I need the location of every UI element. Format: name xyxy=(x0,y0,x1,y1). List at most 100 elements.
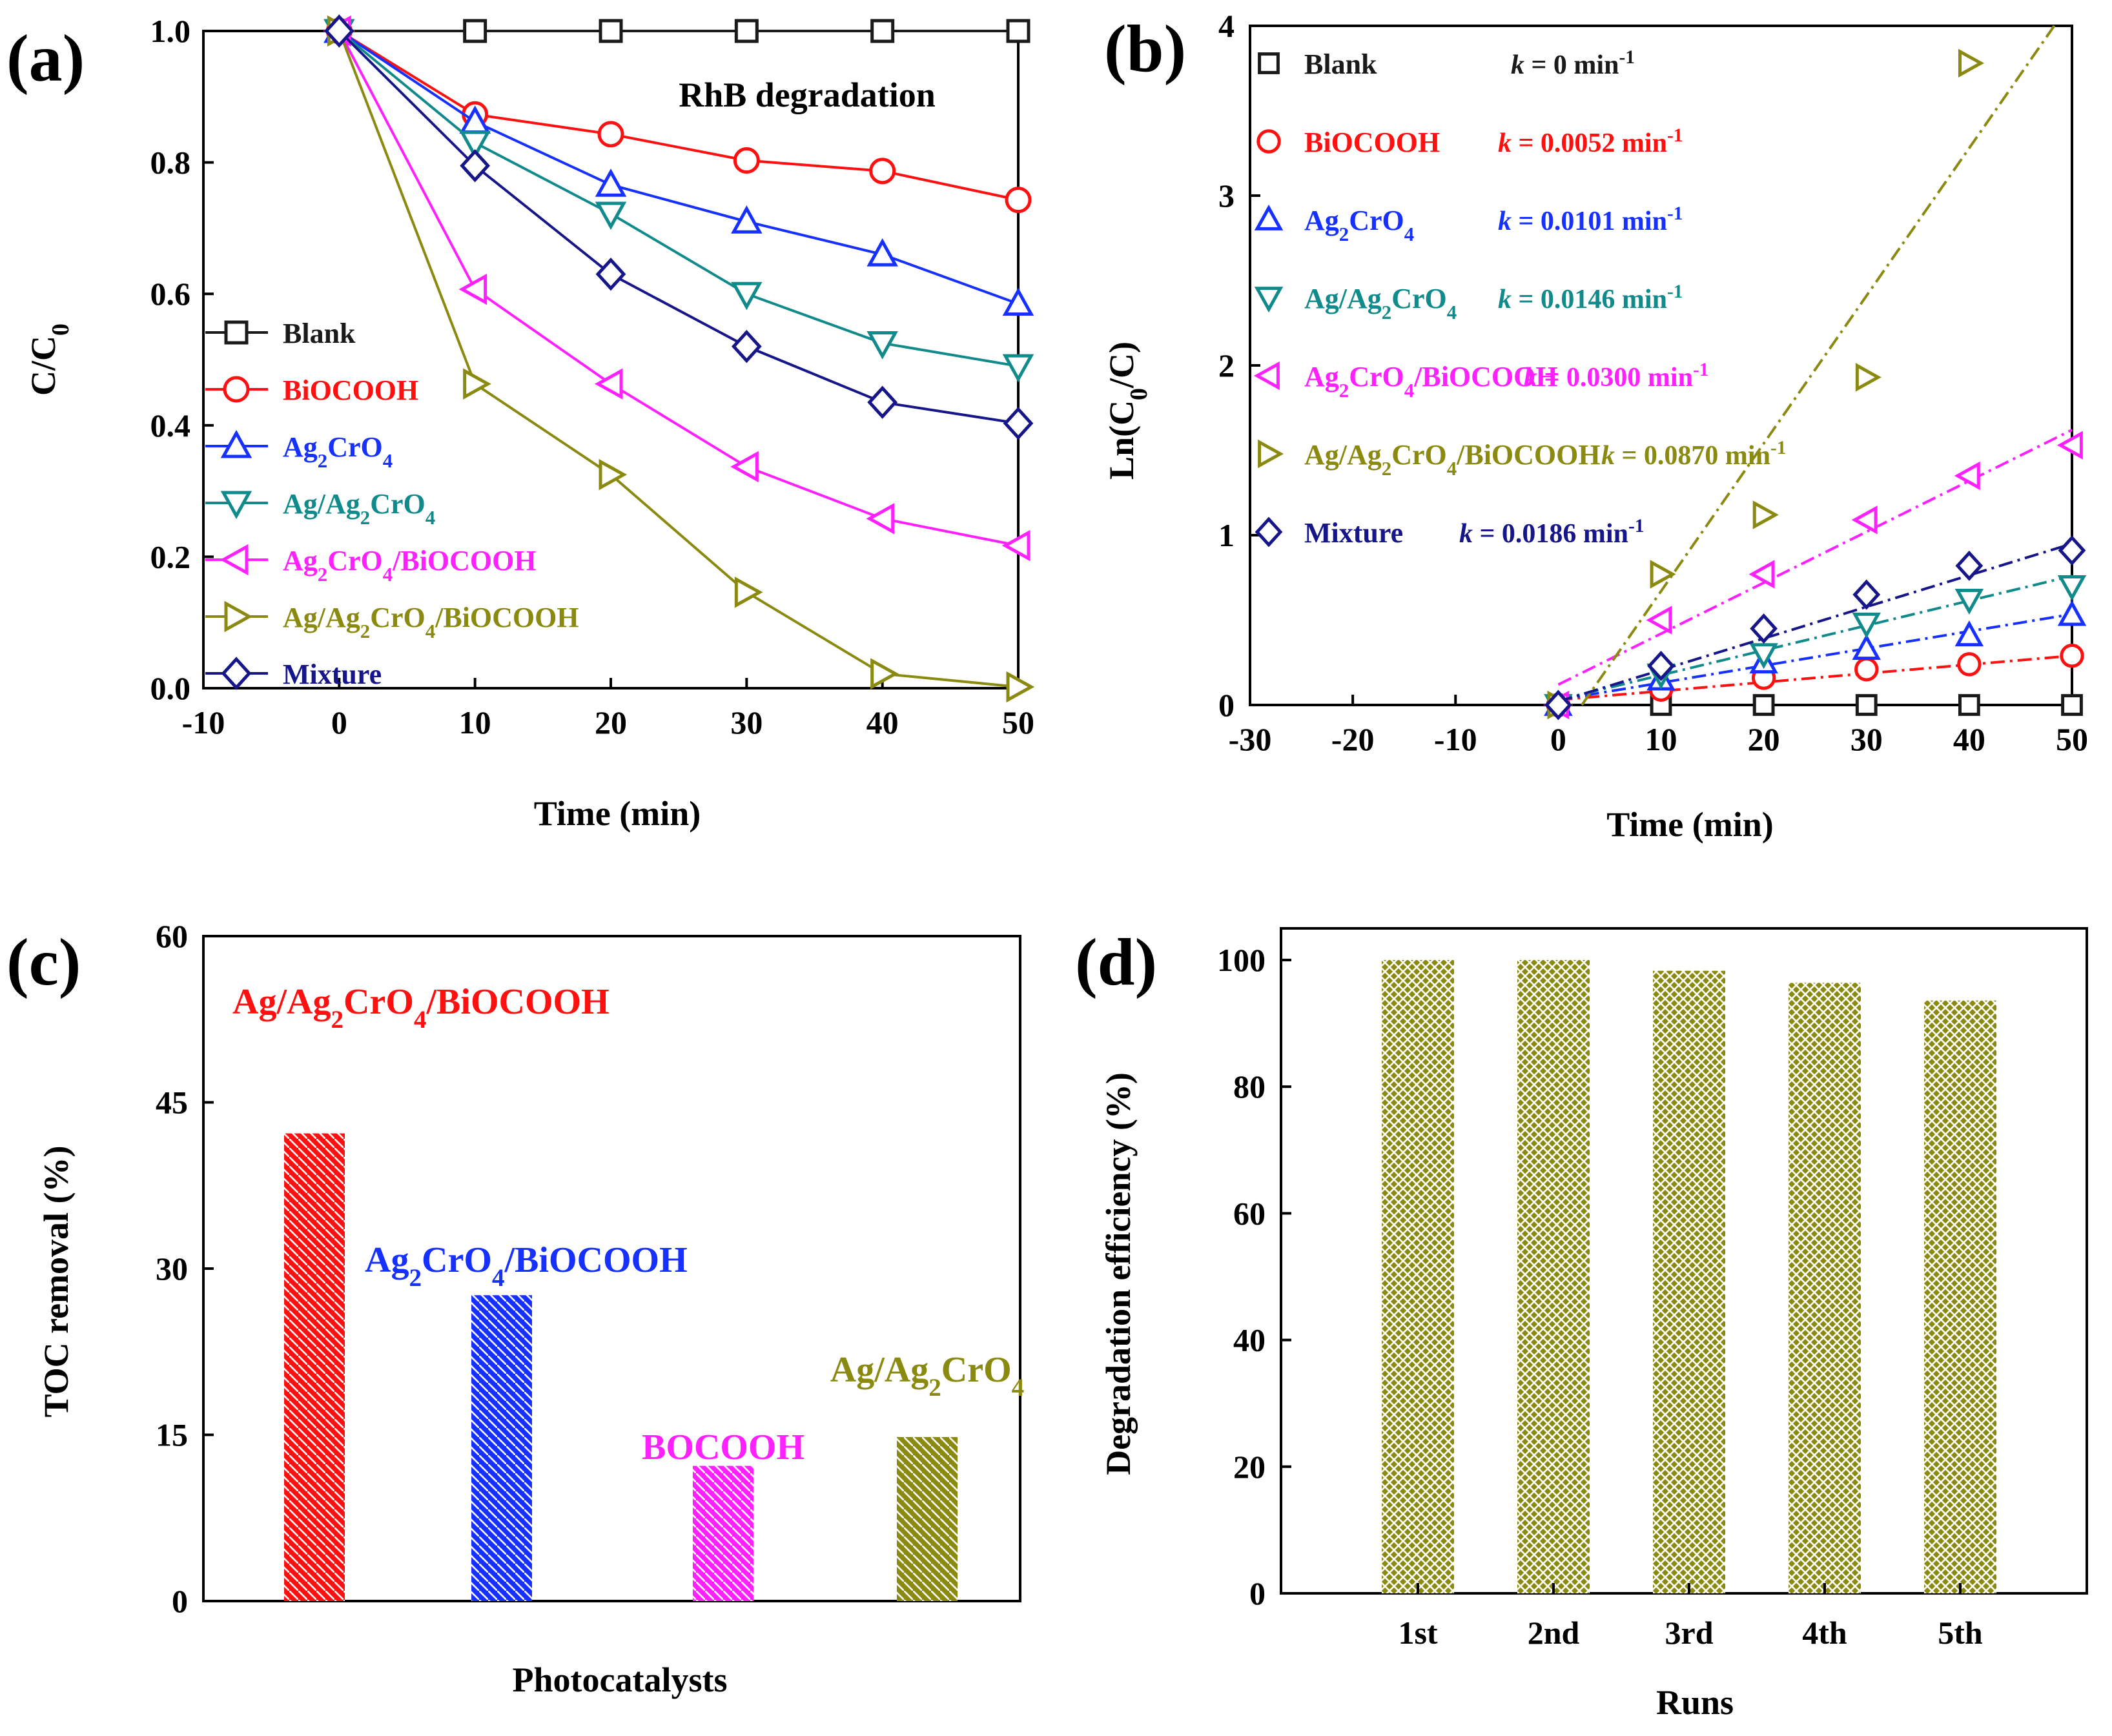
bar-label: Ag/Ag2CrO4 xyxy=(830,1350,1025,1402)
data-point xyxy=(869,158,896,185)
series-line xyxy=(338,30,1019,305)
data-point xyxy=(1954,589,1984,615)
chart-c: (c) 0 15 30 45 60 Photocatalysts TOC removal (… xyxy=(6,918,1025,1699)
legend-label: Ag/Ag2CrO4 xyxy=(283,488,435,529)
y-tick-label: 15 xyxy=(156,1417,188,1453)
fit-line xyxy=(1558,613,2073,702)
x-axis-label: Time (min) xyxy=(534,794,701,833)
panel-label-a: (a) xyxy=(6,21,85,96)
fit-line xyxy=(1557,542,2073,703)
chart-title: RhB degradation xyxy=(679,76,936,114)
x-tick-label: 5th xyxy=(1938,1615,1983,1651)
x-axis-label: Time (min) xyxy=(1606,805,1773,844)
x-tick-label: 3rd xyxy=(1665,1615,1714,1651)
data-point xyxy=(730,451,759,483)
y-axis-label: Ln(C0/C) xyxy=(1102,342,1153,480)
data-point xyxy=(1749,643,1778,669)
legend-label: Ag2CrO4 xyxy=(283,431,393,472)
series-line xyxy=(338,30,1019,547)
legend-marker xyxy=(1258,52,1280,74)
data-point xyxy=(1958,694,1980,716)
data-point xyxy=(1544,689,1572,720)
data-point xyxy=(1852,579,1881,610)
data-point xyxy=(595,201,627,230)
bar xyxy=(1517,960,1590,1593)
data-point xyxy=(1006,19,1030,43)
rate-constant-label: k = 0.0870 min-1 xyxy=(1601,438,1786,471)
data-point xyxy=(1006,671,1035,703)
x-tick-label: 40 xyxy=(866,704,899,740)
data-point xyxy=(1852,634,1881,660)
data-point xyxy=(866,238,898,267)
y-tick-label: 2 xyxy=(1218,347,1235,383)
data-point xyxy=(1854,657,1879,682)
y-tick-label: 40 xyxy=(1233,1322,1266,1358)
series-line xyxy=(338,30,1019,201)
legend-label: Ag/Ag2CrO4/BiOCOOH xyxy=(1304,439,1601,480)
rate-constant-label: k = 0 min-1 xyxy=(1511,47,1635,80)
data-point xyxy=(1855,363,1881,392)
panel-label-b: (b) xyxy=(1104,12,1186,86)
data-point xyxy=(594,368,623,400)
legend-label: Ag/Ag2CrO4 xyxy=(1304,283,1457,323)
panel-label-c: (c) xyxy=(6,925,81,999)
legend-label: Mixture xyxy=(283,659,382,690)
data-point xyxy=(1851,505,1878,535)
legend-marker xyxy=(1254,287,1284,313)
legend-marker xyxy=(220,429,252,458)
x-tick-label: 20 xyxy=(1748,721,1780,757)
data-point xyxy=(866,331,898,360)
chart-b: (b) -30 -20 -10 0 10 20 30 40 50 0 1 2 3 4 Time (min) L… xyxy=(1102,8,2088,844)
rate-constant-label: k = 0.0186 min-1 xyxy=(1459,516,1644,549)
chart-d: (d) 0 20 40 60 80 100 Runs Degradation efficien… xyxy=(1075,925,2088,1722)
data-point xyxy=(2057,575,2087,602)
bar xyxy=(693,1465,754,1601)
y-tick-label: 1.0 xyxy=(150,13,191,49)
rate-constant-label: k = 0.0146 min-1 xyxy=(1498,281,1683,314)
x-tick-label: 30 xyxy=(730,704,763,740)
y-axis-label: C/C0 xyxy=(24,323,74,396)
data-point xyxy=(599,19,623,43)
fit-line xyxy=(1558,654,2073,702)
data-point xyxy=(867,385,898,419)
data-point xyxy=(460,148,491,183)
legend-label: BiOCOOH xyxy=(1304,127,1440,158)
x-axis-label: Runs xyxy=(1656,1683,1734,1722)
data-point xyxy=(1650,560,1676,589)
data-point xyxy=(731,281,763,311)
bar xyxy=(897,1436,958,1601)
legend-marker xyxy=(1253,361,1280,391)
rate-constant-label: k = 0.0101 min-1 xyxy=(1498,203,1683,236)
y-tick-label: 0 xyxy=(1218,687,1235,723)
data-point xyxy=(1646,606,1672,635)
y-tick-label: 20 xyxy=(1233,1449,1266,1485)
fit-line xyxy=(1581,25,2056,706)
x-tick-label: 4th xyxy=(1802,1615,1847,1651)
y-tick-label: 60 xyxy=(1233,1195,1266,1231)
legend-marker xyxy=(224,600,253,633)
legend-marker xyxy=(220,544,249,576)
x-tick-label: 20 xyxy=(595,704,627,740)
data-point xyxy=(1752,500,1779,529)
data-point xyxy=(1954,620,1984,647)
rate-constant-label: k = 0.0300 min-1 xyxy=(1524,360,1708,393)
x-tick-label: 50 xyxy=(2056,721,2088,757)
data-point xyxy=(734,19,759,43)
legend-marker xyxy=(220,491,252,520)
x-tick-label: 10 xyxy=(459,704,491,740)
x-tick-label: -10 xyxy=(182,704,225,740)
legend-marker xyxy=(1258,439,1284,469)
data-point xyxy=(1750,613,1778,644)
data-point xyxy=(1003,407,1034,440)
x-tick-label: 40 xyxy=(1953,721,1985,757)
data-point xyxy=(1001,529,1030,562)
y-tick-label: 100 xyxy=(1217,942,1266,978)
data-point xyxy=(463,19,487,43)
data-point xyxy=(731,329,762,363)
legend-label: Blank xyxy=(1304,48,1377,80)
legend-label: Ag2CrO4/BiOCOOH xyxy=(283,545,537,586)
data-point xyxy=(1958,48,1985,78)
data-point xyxy=(2061,694,2083,716)
data-point xyxy=(1005,187,1032,214)
x-tick-label: 10 xyxy=(1645,721,1677,757)
